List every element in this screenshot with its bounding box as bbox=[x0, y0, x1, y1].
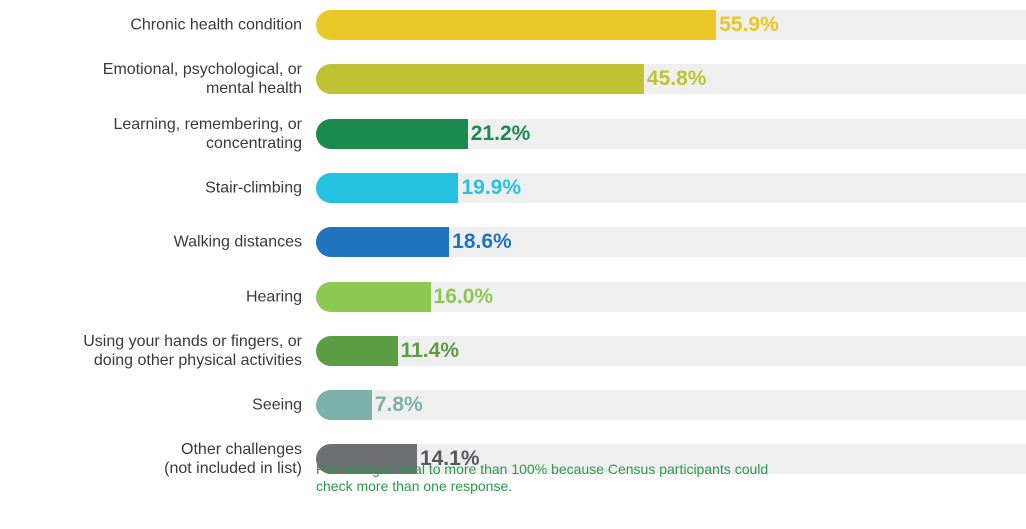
bar-track bbox=[316, 281, 1026, 312]
bar bbox=[316, 444, 417, 475]
category-label: Learning, remembering, or concentrating bbox=[113, 115, 302, 152]
bar bbox=[316, 10, 717, 40]
footnote: Percentages total to more than 100% beca… bbox=[316, 461, 769, 494]
bar bbox=[316, 281, 431, 312]
category-label: Other challenges (not included in list) bbox=[164, 441, 302, 478]
category-label: Using your hands or fingers, or doing ot… bbox=[83, 332, 302, 369]
value-label: 16.0% bbox=[433, 284, 494, 308]
value-label: 45.8% bbox=[646, 67, 707, 91]
bar bbox=[316, 335, 398, 366]
bar-track bbox=[316, 444, 1026, 475]
value-label: 18.6% bbox=[452, 230, 512, 254]
value-label: 7.8% bbox=[374, 393, 423, 417]
bar bbox=[316, 172, 459, 203]
bar bbox=[316, 227, 450, 258]
category-label: Stair-climbing bbox=[205, 179, 302, 197]
value-label: 14.1% bbox=[419, 447, 480, 471]
bar bbox=[316, 64, 644, 95]
category-label: Walking distances bbox=[173, 233, 302, 251]
category-label: Seeing bbox=[252, 396, 302, 414]
category-label: Hearing bbox=[245, 288, 302, 305]
value-label: 11.4% bbox=[400, 338, 459, 362]
category-label: Chronic health condition bbox=[130, 16, 302, 34]
value-label: 21.2% bbox=[470, 121, 531, 145]
value-label: 55.9% bbox=[719, 13, 779, 36]
category-label: Emotional, psychological, or mental heal… bbox=[102, 61, 302, 98]
bar-track bbox=[316, 390, 1026, 421]
bar-track bbox=[316, 335, 1026, 366]
bar bbox=[316, 390, 372, 421]
value-label: 19.9% bbox=[461, 175, 522, 199]
bar bbox=[316, 118, 468, 149]
